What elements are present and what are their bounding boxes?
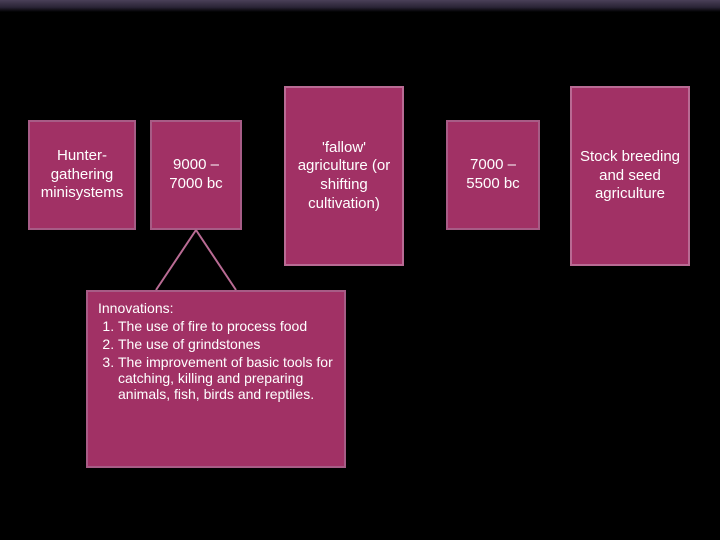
innovations-item: The use of fire to process food — [118, 318, 334, 334]
node-label: Hunter-gathering minisystems — [30, 143, 134, 207]
top-accent-gradient — [0, 0, 720, 12]
node-hunter-gathering: Hunter-gathering minisystems — [28, 120, 136, 230]
node-9000-7000bc: 9000 – 7000 bc — [150, 120, 242, 230]
node-label: 7000 – 5500 bc — [448, 152, 538, 198]
node-fallow-agriculture: 'fallow' agriculture (or shifting cultiv… — [284, 86, 404, 266]
innovations-item: The use of grindstones — [118, 336, 334, 352]
node-label: 9000 – 7000 bc — [152, 152, 240, 198]
innovations-item: The improvement of basic tools for catch… — [118, 354, 334, 402]
node-label: Stock breeding and seed agriculture — [572, 144, 688, 208]
innovations-title: Innovations: — [98, 300, 334, 316]
node-stock-breeding: Stock breeding and seed agriculture — [570, 86, 690, 266]
innovations-box: Innovations: The use of fire to process … — [86, 290, 346, 468]
node-7000-5500bc: 7000 – 5500 bc — [446, 120, 540, 230]
innovations-list: The use of fire to process food The use … — [98, 318, 334, 402]
node-label: 'fallow' agriculture (or shifting cultiv… — [286, 135, 402, 218]
